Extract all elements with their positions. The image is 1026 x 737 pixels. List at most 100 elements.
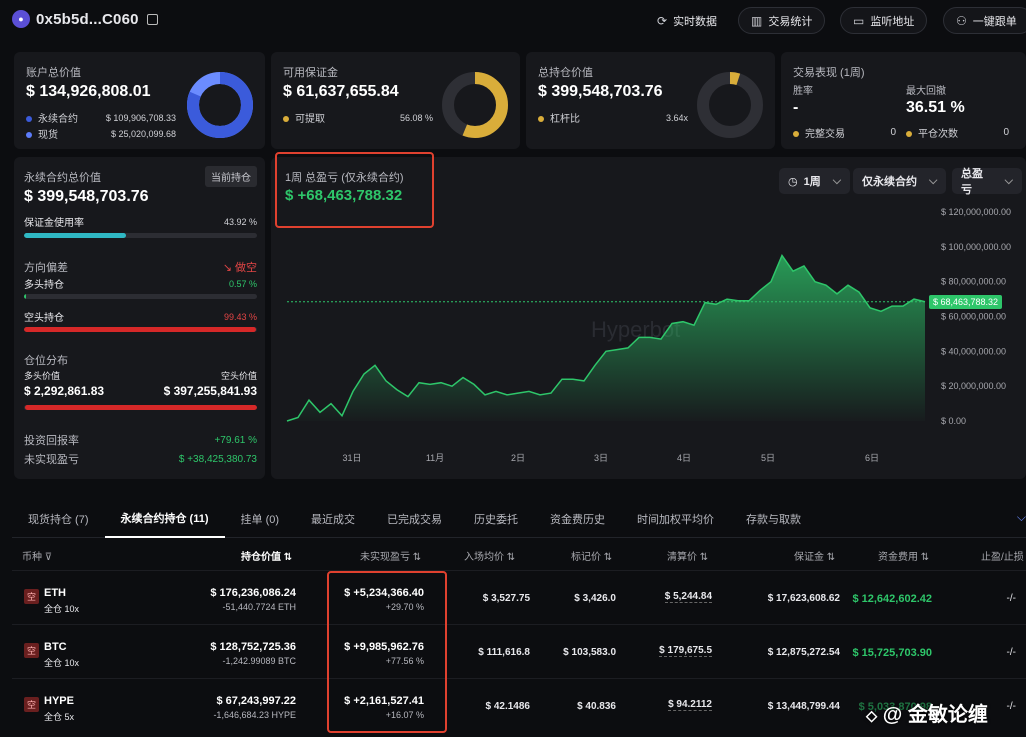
short-badge: 空 <box>24 697 39 712</box>
table-row[interactable]: 空 HYPE 全仓 5x $ 67,243,997.22 -1,646,684.23… <box>12 678 1026 732</box>
unrealized-pnl: $ +2,161,527.41 <box>344 695 424 707</box>
tab-deposits-withdrawals[interactable]: 存款与取款 <box>746 513 802 526</box>
position-value: $ 67,243,997.22 <box>216 695 296 707</box>
winrate-label: 胜率 <box>793 86 813 97</box>
direction-row: 方向偏差 ↘ 做空 <box>24 262 257 274</box>
metric-select[interactable]: 总盈亏 ⌵ <box>952 168 1022 196</box>
funding-value: $ 5,033,870.98 <box>858 701 932 713</box>
col-liq-price[interactable]: 清算价 ⇅ <box>667 552 709 563</box>
margin-usage-bar <box>24 233 257 238</box>
col-mark-price[interactable]: 标记价 ⇅ <box>571 552 613 563</box>
sort-icon: ⇅ <box>506 552 516 563</box>
liq-price: $ 5,244.84 <box>664 591 712 603</box>
y-tick-label: $ 120,000,000.00 <box>941 207 1011 217</box>
pnl-percent: +77.56 % <box>385 656 424 666</box>
tab-perp-positions[interactable]: 永续合约持仓 (11) <box>104 500 225 538</box>
distribution-bar <box>24 405 257 410</box>
funding-value: $ 15,725,703.90 <box>852 647 932 659</box>
position-size: -51,440.7724 ETH <box>222 602 296 612</box>
table-row[interactable]: 空 ETH 全仓 10x $ 176,236,086.24 -51,440.7724… <box>12 570 1026 624</box>
tab-recent-fills[interactable]: 最近成交 <box>311 513 356 526</box>
sort-icon: ⇅ <box>699 552 709 563</box>
col-position-value[interactable]: 持仓价值 ⇅ <box>241 552 293 563</box>
copy-icon[interactable] <box>146 13 158 25</box>
monitor-address-button[interactable]: ▭ 监听地址 <box>840 7 928 34</box>
sort-icon: ⇅ <box>826 552 836 563</box>
chart-title: 1周 总盈亏 (仅永续合约) <box>285 172 404 184</box>
unrealized-pnl-row: 未实现盈亏 $ +38,425,380.73 <box>24 453 257 467</box>
mark-price: $ 40.836 <box>577 701 616 712</box>
chevron-down-icon: ⌵ <box>929 174 938 187</box>
position-value: $ 128,752,725.36 <box>210 641 296 653</box>
x-tick-label: 4日 <box>677 453 691 463</box>
filter-icon: ⊽ <box>44 552 53 563</box>
tab-spot-positions[interactable]: 现货持仓 (7) <box>28 513 89 526</box>
col-margin[interactable]: 保证金 ⇅ <box>794 552 836 563</box>
positions-tabs: 现货持仓 (7) 永续合约持仓 (11) 挂单 (0) 最近成交 已完成交易 历… <box>12 500 1026 538</box>
trend-down-icon: ↘ <box>222 262 235 274</box>
period-select[interactable]: ◷ 1周 ⌵ <box>779 168 851 194</box>
avatar: ● <box>12 10 30 28</box>
trade-stats-button[interactable]: ▥ 交易统计 <box>738 7 826 34</box>
tab-open-orders[interactable]: 挂单 (0) <box>240 513 280 526</box>
y-tick-label: $ 60,000,000.00 <box>941 312 1006 322</box>
tp-sl-value: -/- <box>1006 593 1016 604</box>
x-tick-label: 11月 <box>426 453 444 463</box>
tab-completed-trades[interactable]: 已完成交易 <box>387 513 443 526</box>
margin-value: $ 13,448,799.44 <box>767 701 840 712</box>
entry-price: $ 111,616.8 <box>478 647 530 658</box>
chevron-down-icon[interactable]: ⌵ <box>1016 510 1026 524</box>
tab-twap[interactable]: 时间加权平均价 <box>637 513 715 526</box>
table-row[interactable]: 空 BTC 全仓 10x $ 128,752,725.36 -1,242.99089… <box>12 624 1026 678</box>
current-value-label: $ 68,463,788.32 <box>929 294 1003 309</box>
margin-mode: 全仓 5x <box>44 712 75 722</box>
pnl-area <box>287 255 925 421</box>
top-bar: ● 0x5b5d...C060 ⟳ 实时数据 ▥ 交易统计 ▭ 监听地址 ⚇ 一… <box>0 0 1026 42</box>
col-unrealized-pnl[interactable]: 未实现盈亏 ⇅ <box>360 552 422 563</box>
account-value: $ 134,926,808.01 <box>26 83 151 100</box>
scope-select[interactable]: 仅永续合约 ⌵ <box>853 168 947 194</box>
trade-perf-label: 交易表现 (1周) <box>793 67 865 79</box>
perp-summary-card: 永续合约总价值 当前持仓 $ 399,548,703.76 保证金使用率 43.… <box>14 157 265 479</box>
tab-funding-history[interactable]: 资金费历史 <box>550 513 606 526</box>
col-coin[interactable]: 币种 ⊽ <box>22 552 53 563</box>
perp-total-label: 永续合约总价值 <box>24 172 101 184</box>
clock-icon: ◷ <box>788 175 798 188</box>
perp-total-value: $ 399,548,703.76 <box>24 188 149 205</box>
pnl-chart-card: 1周 总盈亏 (仅永续合约) $ +68,463,788.32 ◷ 1周 ⌵ 仅永续… <box>271 157 1026 479</box>
realtime-data-button[interactable]: ⟳ 实时数据 <box>657 13 718 28</box>
completed-trades-row: 完整交易 0 <box>793 125 896 140</box>
sort-icon: ⇅ <box>412 552 422 563</box>
col-funding[interactable]: 资金费用 ⇅ <box>878 552 930 563</box>
withdrawable-row: 可提取 56.08 % <box>283 110 433 125</box>
distribution-label: 仓位分布 <box>24 355 68 367</box>
col-entry-price[interactable]: 入场均价 ⇅ <box>464 552 516 563</box>
drawdown-label: 最大回撤 <box>906 86 946 97</box>
short-badge: 空 <box>24 589 39 604</box>
pnl-area-chart: Hyperbot $ 120,000,000.00$ 100,000,000.0… <box>286 207 1011 463</box>
y-tick-label: $ 0.00 <box>941 416 966 426</box>
unrealized-pnl: $ +5,234,366.40 <box>344 587 424 599</box>
account-donut <box>187 72 253 138</box>
monitor-icon: ▭ <box>853 13 865 28</box>
margin-donut <box>442 72 508 138</box>
margin-label: 可用保证金 <box>283 67 338 79</box>
margin-usage-row: 保证金使用率 43.92 % <box>24 216 257 230</box>
margin-mode: 全仓 10x <box>44 604 80 614</box>
entry-price: $ 3,527.75 <box>482 593 530 604</box>
margin-mode: 全仓 10x <box>44 658 80 668</box>
position-value: $ 399,548,703.76 <box>538 83 663 100</box>
x-tick-label: 5日 <box>761 453 775 463</box>
long-position-bar <box>24 294 257 299</box>
long-position-row: 多头持仓 0.57 % <box>24 278 257 292</box>
sort-icon: ⇅ <box>283 552 293 563</box>
position-donut <box>697 72 763 138</box>
refresh-icon: ⟳ <box>657 13 668 28</box>
copy-trade-button[interactable]: ⚇ 一键跟单 <box>943 7 1026 34</box>
pnl-percent: +29.70 % <box>385 602 424 612</box>
tab-order-history[interactable]: 历史委托 <box>474 513 519 526</box>
funding-value: $ 12,642,602.42 <box>852 593 932 605</box>
coin-name: BTC <box>44 641 67 653</box>
position-value-card: 总持仓价值 $ 399,548,703.76 杠杆比 3.64x <box>526 52 775 149</box>
current-positions-tag[interactable]: 当前持仓 <box>205 166 257 187</box>
